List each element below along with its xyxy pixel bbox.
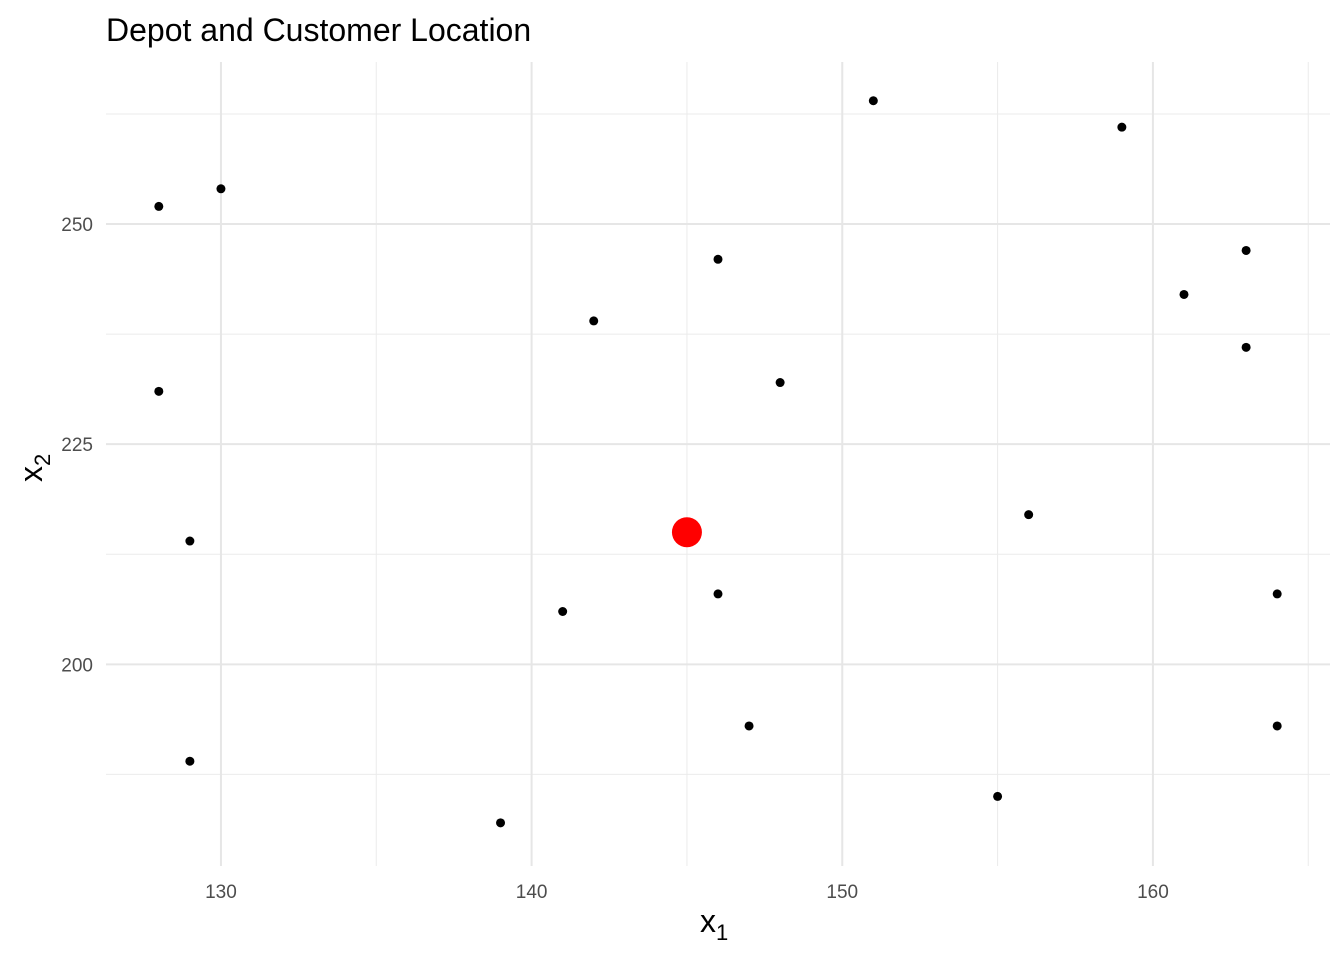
- customer-point: [713, 589, 723, 599]
- customer-point: [1272, 589, 1282, 599]
- customer-point: [868, 96, 878, 106]
- customer-point: [1024, 510, 1034, 520]
- customer-point: [154, 201, 164, 211]
- customer-point: [1272, 721, 1282, 731]
- y-tick-label: 200: [61, 655, 93, 676]
- customer-point: [775, 378, 785, 388]
- customer-point: [154, 386, 164, 396]
- y-axis-label: x2: [13, 454, 55, 482]
- depot-point: [671, 517, 702, 548]
- customer-point: [558, 607, 568, 617]
- customer-point: [713, 254, 723, 264]
- x-tick-label: 150: [826, 882, 858, 903]
- customer-point: [1179, 289, 1189, 299]
- y-tick-label: 225: [61, 435, 93, 456]
- chart-title: Depot and Customer Location: [106, 12, 531, 48]
- depot-marker: [671, 517, 702, 548]
- minor-gridlines: [106, 62, 1330, 866]
- customer-point: [185, 756, 195, 766]
- major-gridlines: [106, 62, 1330, 866]
- x-axis-label-subscript: 1: [716, 920, 728, 945]
- customer-point: [216, 184, 226, 194]
- customer-point: [185, 536, 195, 546]
- y-axis-label-main: x: [13, 466, 49, 482]
- y-axis-ticks: 200 225 250: [61, 215, 93, 676]
- x-tick-label: 160: [1137, 882, 1169, 903]
- customer-point: [993, 791, 1003, 801]
- x-axis-label: x1: [700, 903, 728, 945]
- customer-point: [1241, 342, 1251, 352]
- x-tick-label: 130: [205, 882, 237, 903]
- x-tick-label: 140: [516, 882, 548, 903]
- x-axis-label-main: x: [700, 903, 716, 939]
- y-axis-label-subscript: 2: [30, 454, 55, 466]
- x-axis-ticks: 130 140 150 160: [205, 882, 1169, 903]
- customer-point: [744, 721, 754, 731]
- y-tick-label: 250: [61, 215, 93, 236]
- customer-point: [589, 316, 599, 326]
- customer-point: [496, 818, 506, 828]
- customer-point: [1241, 245, 1251, 255]
- customer-point: [1117, 122, 1127, 132]
- customer-points: [154, 96, 1282, 828]
